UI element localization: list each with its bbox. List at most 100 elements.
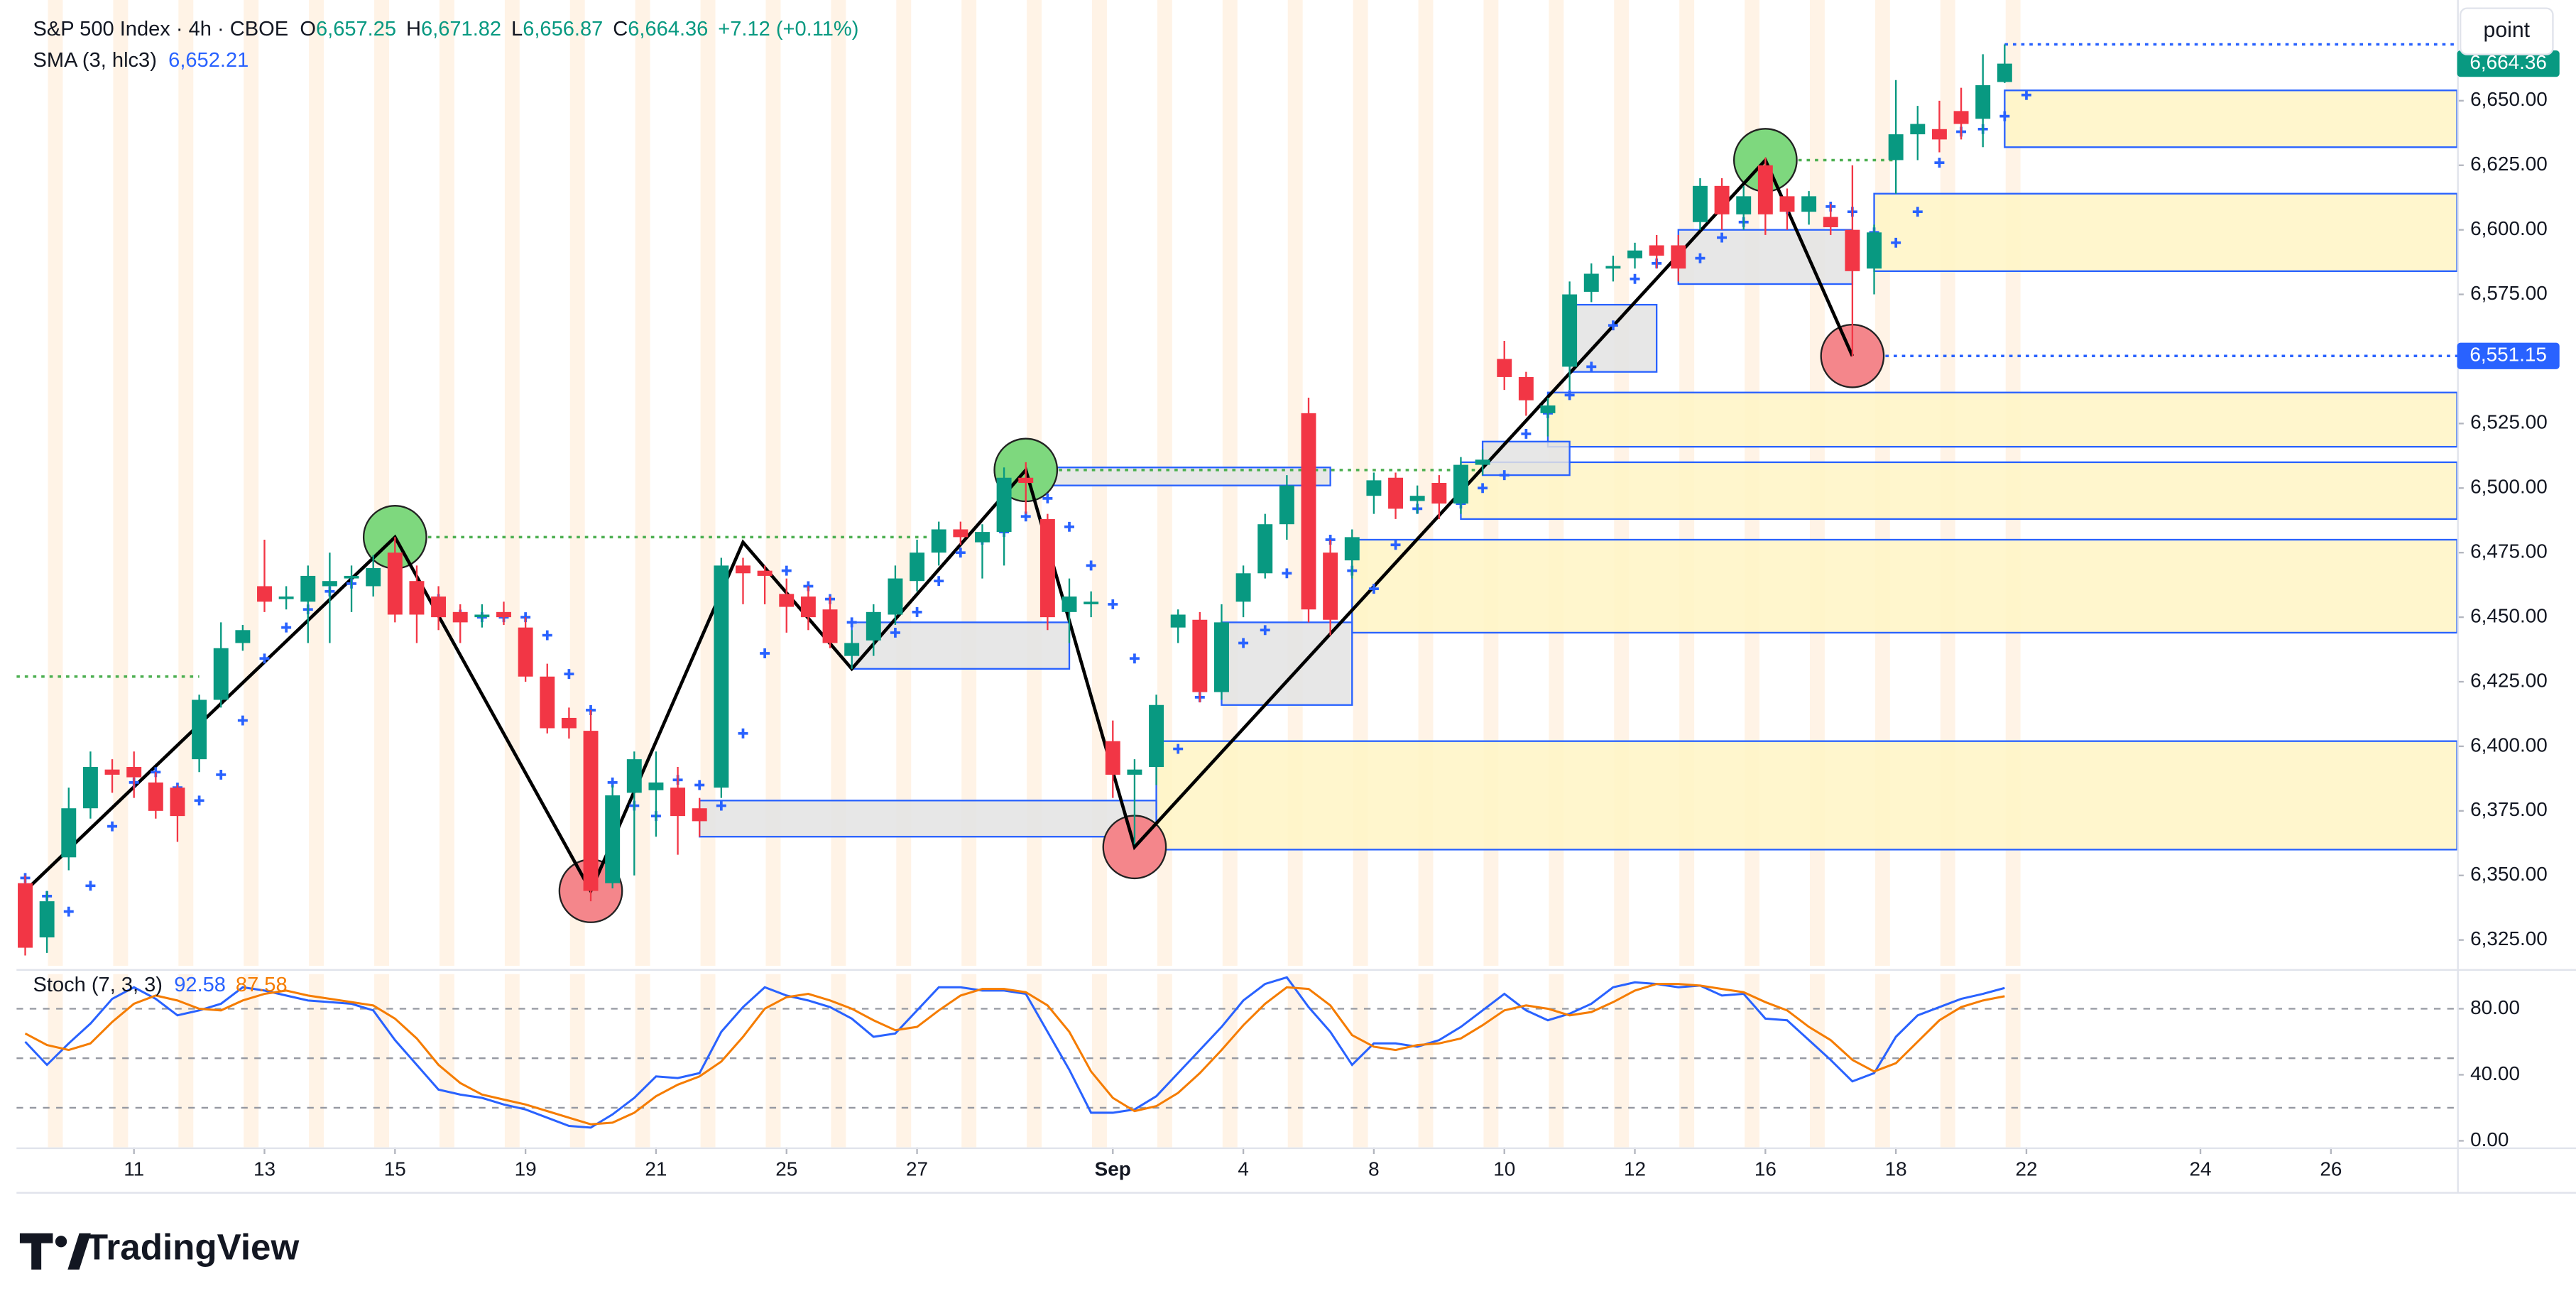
y-tick-label: 40.00: [2470, 1062, 2520, 1084]
y-tick-label: 6,425.00: [2470, 669, 2548, 691]
sma-cross: [1999, 111, 2010, 121]
y-tick-label: 6,525.00: [2470, 411, 2548, 433]
sma-cross: [1891, 237, 1901, 248]
sma-cross: [1586, 361, 1597, 372]
candle-body: [1149, 704, 1164, 768]
candle-body: [452, 611, 468, 623]
stoch-pane: [16, 974, 2457, 1148]
sma-cross: [955, 548, 966, 558]
candle-body: [104, 769, 120, 775]
candle-body: [148, 782, 163, 811]
sma-cross: [760, 648, 770, 658]
candle-body: [496, 611, 511, 618]
sma-cross: [1695, 253, 1705, 263]
candle-body: [1431, 483, 1447, 504]
zone: [1221, 621, 1353, 706]
zone: [1873, 192, 2457, 272]
candle-body: [170, 788, 185, 817]
session-stripe: [896, 0, 912, 966]
stoch-line: [24, 976, 2005, 1129]
c-label: C: [613, 18, 628, 40]
candle-body: [344, 575, 359, 579]
session-stripe: [48, 0, 63, 966]
candle-body: [1213, 622, 1229, 692]
candle-body: [1931, 129, 1947, 140]
session-stripe: [244, 974, 259, 1148]
stoch-k-value: 92.58: [174, 974, 226, 996]
candle-body: [213, 648, 229, 700]
candle-body: [1127, 769, 1142, 775]
candle-body: [1823, 217, 1838, 228]
axes: 6,325.00 6,350.00 6,375.00 6,400.00 6,425.00…: [124, 88, 2548, 1180]
candle-body: [1714, 185, 1730, 214]
sma-name: SMA (3, hlc3): [33, 49, 157, 72]
candle-body: [1867, 232, 1882, 269]
tooltip-box: [2460, 7, 2554, 55]
sma-value: 6,652.21: [168, 49, 249, 72]
session-stripe: [1353, 974, 1368, 1148]
session-stripe: [178, 974, 194, 1148]
candle-body: [1323, 552, 1338, 620]
session-stripe: [635, 0, 650, 966]
logo-mark: [19, 1233, 53, 1270]
session-stripe: [700, 0, 716, 966]
session-stripe: [1940, 974, 1955, 1148]
session-stripe: [374, 974, 389, 1148]
candle-body: [736, 565, 751, 574]
candle-body: [1888, 134, 1904, 160]
sma-cross: [1521, 428, 1532, 439]
x-tick-label: 15: [384, 1158, 406, 1180]
sma-cross: [1260, 625, 1270, 636]
x-tick-label: 19: [515, 1158, 537, 1180]
y-tick-label: 80.00: [2470, 996, 2520, 1018]
sma-cross: [1368, 584, 1379, 594]
sma-cross: [1630, 273, 1640, 284]
candle-body: [278, 597, 294, 599]
session-stripe: [48, 974, 63, 1148]
session-stripe: [1745, 974, 1760, 1148]
sma-cross: [281, 622, 292, 633]
sma-cross: [716, 800, 726, 811]
y-tick-label: 6,475.00: [2470, 540, 2548, 562]
candle-body: [322, 581, 337, 587]
sma-cross: [63, 906, 74, 917]
x-tick-label: 4: [1238, 1158, 1249, 1180]
candle-body: [126, 767, 142, 778]
o-label: O: [300, 18, 316, 40]
x-tick-label: 16: [1754, 1158, 1777, 1180]
y-tick-label: 6,600.00: [2470, 217, 2548, 239]
price-label-box: [2457, 342, 2560, 369]
zone: [1568, 303, 1658, 373]
candle-body: [1671, 245, 1686, 269]
candle-body: [605, 795, 621, 883]
candle-body: [82, 767, 98, 809]
sma-cross: [1238, 638, 1249, 648]
logo-slash: [67, 1233, 91, 1270]
brand-logo: TradingView: [19, 1226, 300, 1270]
candle-body: [1235, 573, 1251, 602]
candle-body: [1105, 741, 1120, 775]
candle-body: [866, 611, 881, 641]
candle-body: [518, 627, 533, 677]
session-stripe: [896, 974, 912, 1148]
sma-cross: [1108, 599, 1118, 609]
candle-body: [1801, 196, 1817, 212]
y-tick-label: 0.00: [2470, 1128, 2509, 1150]
tooltip-text: point: [2484, 18, 2531, 42]
session-stripe: [309, 974, 324, 1148]
candle-body: [39, 901, 55, 938]
session-stripe: [504, 974, 520, 1148]
session-stripe: [961, 0, 977, 966]
session-stripe: [1027, 974, 1042, 1148]
session-stripe: [1222, 974, 1238, 1148]
y-tick-label: 6,350.00: [2470, 863, 2548, 885]
symbol: S&P 500 Index · 4h · CBOE: [33, 18, 289, 40]
session-stripe: [113, 974, 129, 1148]
candle-body: [1757, 165, 1773, 214]
candle-body: [1084, 601, 1099, 604]
candle-body: [1540, 405, 1556, 413]
session-stripe: [831, 0, 846, 966]
sma-cross: [1934, 158, 1945, 168]
candle-body: [953, 529, 968, 538]
